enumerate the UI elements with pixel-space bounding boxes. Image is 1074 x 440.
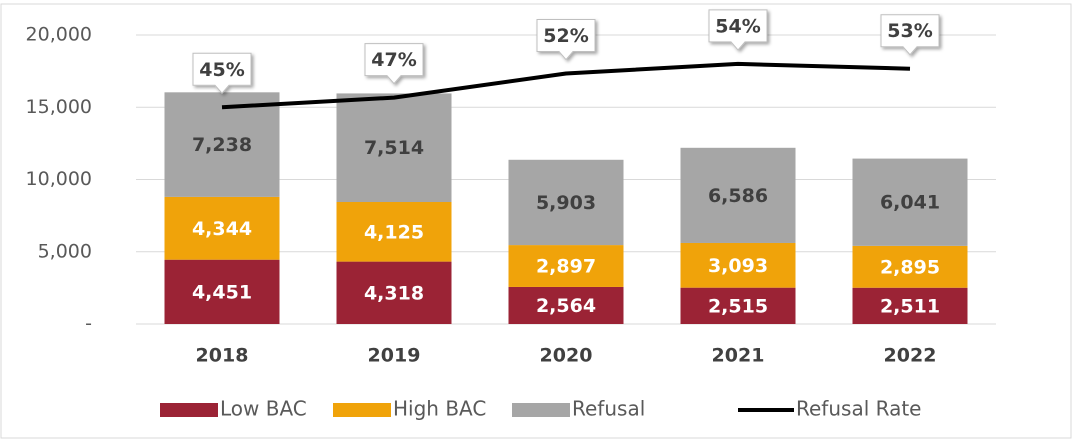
bar-segment [680, 147, 796, 243]
data-label: 7,514 [364, 137, 424, 159]
bar-segment [336, 201, 452, 262]
y-tick-label: 10,000 [26, 168, 92, 190]
data-label: 6,041 [880, 192, 940, 214]
x-tick-label: 2020 [540, 345, 593, 367]
bar-segment [852, 158, 968, 246]
bar-segment [508, 159, 624, 246]
data-label: 2,895 [880, 256, 940, 278]
bar-segment [680, 242, 796, 288]
data-label: 54% [715, 15, 760, 37]
legend-label: Low BAC [220, 397, 307, 421]
callout [708, 9, 768, 51]
callout [192, 52, 252, 95]
data-label: 4,344 [192, 218, 252, 240]
legend-label: Refusal [572, 397, 645, 421]
data-label: 2,564 [536, 295, 596, 317]
legend-swatch [512, 403, 570, 417]
bar-segment [508, 245, 624, 287]
bar-segment [852, 245, 968, 288]
bar-segment [508, 286, 624, 324]
legend-swatch [333, 403, 391, 417]
data-label: 6,586 [708, 185, 768, 207]
legend-label: High BAC [393, 397, 486, 421]
x-tick-label: 2019 [368, 345, 421, 367]
bar-segment [164, 196, 280, 260]
line [221, 61, 911, 110]
bar-segment [680, 287, 796, 324]
legend-swatch [160, 403, 218, 417]
data-label: 2,897 [536, 256, 596, 278]
callout [880, 14, 940, 56]
bar-segment [852, 287, 968, 324]
data-label: 4,451 [192, 281, 252, 303]
y-tick-label: 15,000 [26, 96, 92, 118]
data-label: 52% [543, 25, 588, 47]
data-label: 5,903 [536, 192, 596, 214]
x-tick-label: 2021 [712, 345, 765, 367]
x-tick-label: 2022 [884, 345, 937, 367]
data-label: 7,238 [192, 134, 252, 156]
y-tick-label: 20,000 [26, 24, 92, 46]
callout [536, 19, 596, 61]
bar-segment [336, 261, 452, 324]
data-label: 47% [371, 49, 416, 71]
data-label: 2,515 [708, 295, 768, 317]
legend-label: Refusal Rate [796, 397, 921, 421]
frame [0, 3, 1072, 439]
data-label: 4,318 [364, 282, 424, 304]
data-label: 4,125 [364, 221, 424, 243]
y-tick-label: - [85, 313, 92, 335]
data-label: 45% [199, 59, 244, 81]
data-label: 53% [887, 20, 932, 42]
callout [364, 43, 424, 85]
bar-segment [164, 92, 280, 197]
y-tick-label: 5,000 [38, 240, 92, 262]
x-tick-label: 2018 [196, 345, 249, 367]
data-label: 3,093 [708, 255, 768, 277]
bar-segment [336, 93, 452, 202]
data-label: 2,511 [880, 295, 940, 317]
bar-segment [164, 259, 280, 324]
